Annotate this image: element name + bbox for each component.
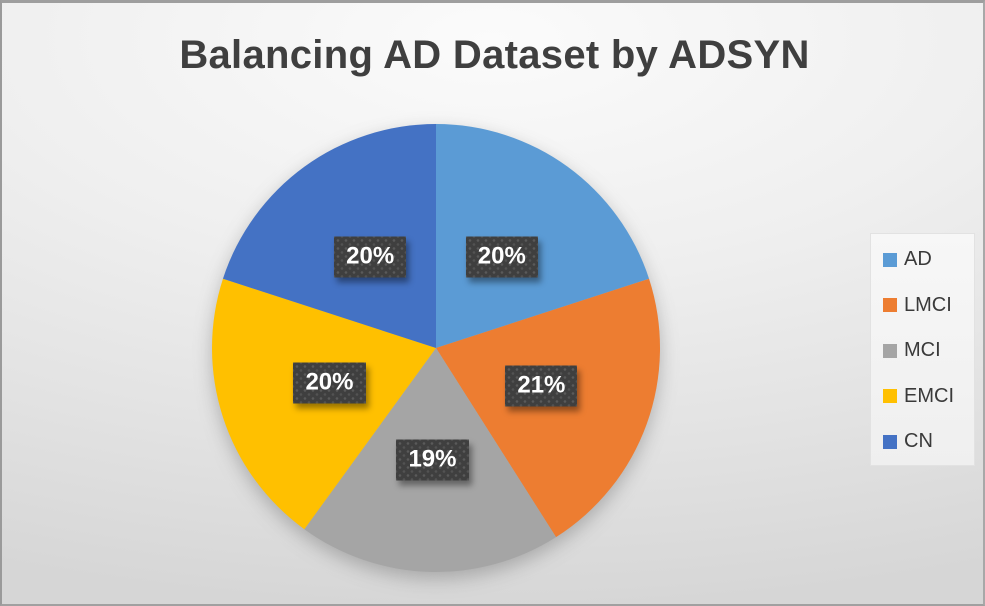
legend-item-ad: AD xyxy=(883,249,970,270)
legend-label-ad: AD xyxy=(904,248,932,270)
legend-item-lmci: LMCI xyxy=(883,293,970,316)
chart-title: Balancing AD Dataset by ADSYN xyxy=(179,33,810,77)
legend-label-cn: CN xyxy=(904,430,933,452)
pie-slice-emci xyxy=(211,278,436,530)
data-label-lmci: 21% xyxy=(505,365,577,406)
legend-swatch-mci xyxy=(883,343,897,358)
legend: AD LMCI MCI EMCI CN xyxy=(870,233,975,466)
data-label-emci: 20% xyxy=(293,362,365,403)
pie-slice-lmci xyxy=(436,278,661,538)
legend-label-mci: MCI xyxy=(904,339,941,361)
legend-item-emci: EMCI xyxy=(883,384,970,407)
legend-item-cn: CN xyxy=(883,431,970,452)
legend-label-emci: EMCI xyxy=(904,384,954,407)
legend-item-mci: MCI xyxy=(883,340,970,361)
legend-swatch-lmci xyxy=(883,298,897,312)
legend-swatch-cn xyxy=(883,434,897,449)
legend-swatch-emci xyxy=(883,389,897,403)
data-label-cn: 20% xyxy=(334,237,406,278)
pie-slice-ad xyxy=(436,124,650,348)
pie-chart xyxy=(211,124,661,573)
data-label-ad: 20% xyxy=(466,237,538,278)
pie-slice-cn xyxy=(222,124,436,348)
legend-swatch-ad xyxy=(883,252,897,267)
data-label-mci: 19% xyxy=(396,439,468,480)
legend-label-lmci: LMCI xyxy=(904,293,952,316)
